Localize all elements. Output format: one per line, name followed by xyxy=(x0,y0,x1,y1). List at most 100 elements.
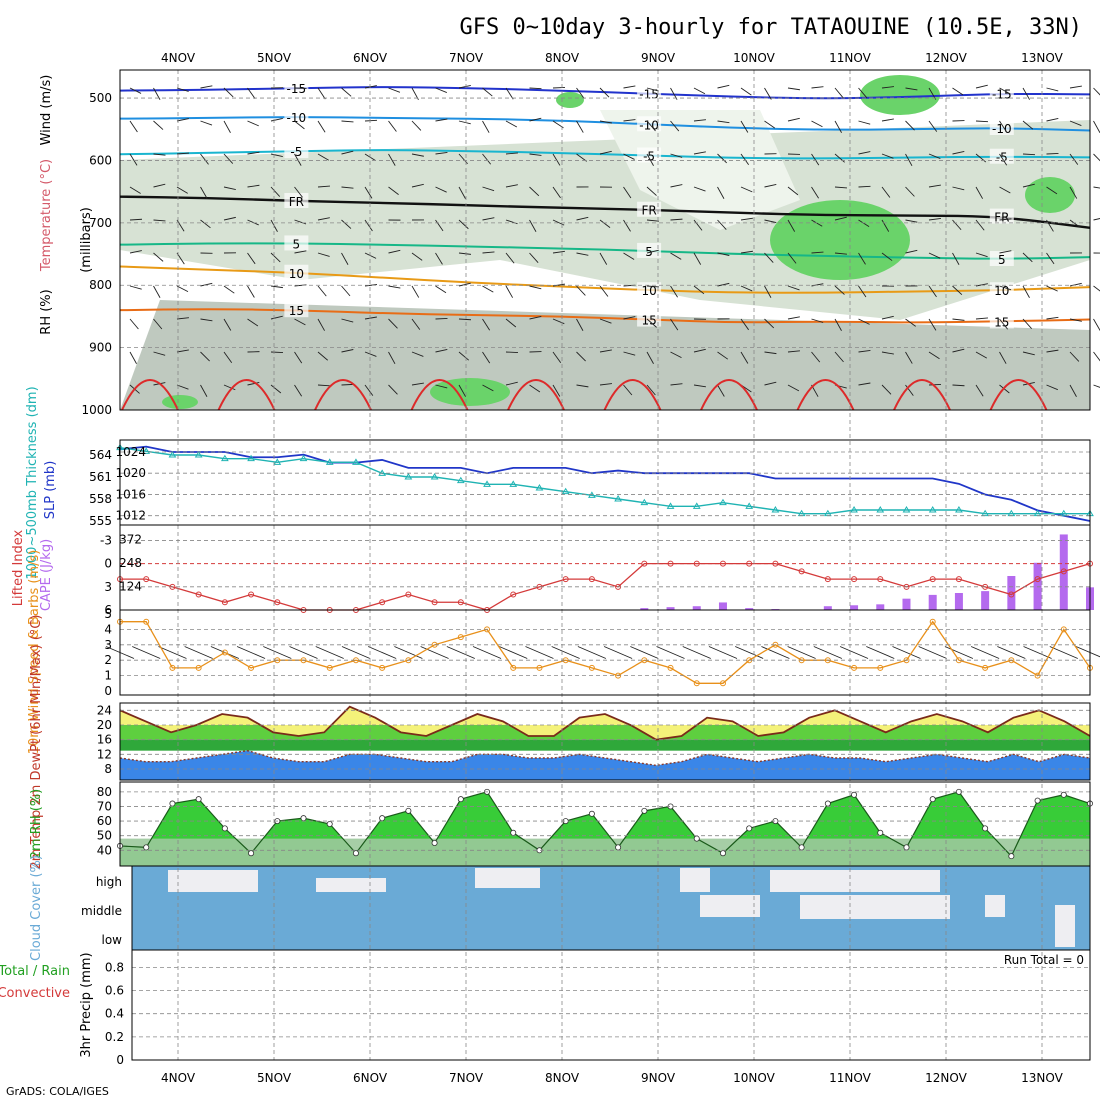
wind-barb xyxy=(623,316,636,320)
wind-barb xyxy=(1046,87,1059,92)
rh-moist-area xyxy=(1025,177,1075,213)
wind-barb xyxy=(1022,183,1035,188)
wind-barb xyxy=(341,219,352,229)
wind-barb xyxy=(646,249,659,254)
cloud-level-tick: middle xyxy=(81,904,122,918)
wind-barb xyxy=(341,120,354,123)
wind-barb xyxy=(928,153,941,160)
isotherm--15 xyxy=(119,86,1091,100)
wind-barb xyxy=(482,186,495,192)
wind-barb xyxy=(529,219,537,232)
isotherm-10 xyxy=(119,265,1091,294)
wind-barb xyxy=(435,252,443,265)
thickness-point xyxy=(745,502,754,509)
wind-barb xyxy=(176,285,189,293)
thickness-tick: 564 xyxy=(89,448,112,462)
isotherm-label: 5 xyxy=(998,253,1006,267)
slp-line xyxy=(119,445,1091,522)
rh-axis-label: RH (%) xyxy=(39,289,54,334)
wind-barb xyxy=(1069,351,1080,362)
rh2m-tick: 80 xyxy=(97,785,112,799)
wind-barb xyxy=(881,219,890,232)
rh2m-point xyxy=(746,825,753,832)
wind-barb xyxy=(364,119,378,122)
isotherm-label-bg xyxy=(989,282,1014,298)
wind-barb xyxy=(905,186,915,197)
pressure-tick: 1000 xyxy=(81,403,112,417)
wind-barb xyxy=(529,285,542,290)
x-tick-bottom: 12NOV xyxy=(925,1071,967,1085)
cloud-level-tick: high xyxy=(96,875,122,889)
wind-barb xyxy=(317,318,325,331)
lifted-index-point xyxy=(1008,591,1015,598)
wind-barb xyxy=(529,117,542,122)
wind-barb xyxy=(975,120,989,123)
thickness-point xyxy=(902,506,911,513)
lifted-index-point xyxy=(379,599,386,606)
footer-credit: GrADS: COLA/IGES xyxy=(6,1085,109,1098)
cape-bar xyxy=(1033,562,1042,610)
cloud-cover-block xyxy=(985,895,1005,917)
wind-barb xyxy=(270,285,283,289)
wind-barb xyxy=(740,186,753,193)
wind-barb xyxy=(576,285,586,296)
wind-barb xyxy=(200,384,208,397)
wind10-tick: 1 xyxy=(104,669,112,683)
wind-barb xyxy=(693,87,706,95)
lifted-index-point xyxy=(903,583,910,590)
wind-barb xyxy=(1022,252,1033,263)
wind-barb xyxy=(834,153,845,163)
rh2m-point xyxy=(1060,791,1067,798)
lifted-index-point xyxy=(641,560,648,567)
wind10-barb xyxy=(420,646,449,659)
isotherm-label-bg xyxy=(637,147,662,163)
wind-barb xyxy=(928,318,937,331)
wind-barb xyxy=(435,219,444,232)
wind-barb xyxy=(505,87,514,100)
wind-barb xyxy=(693,119,706,122)
wind-barb xyxy=(787,117,800,122)
wind-barb xyxy=(411,120,422,131)
rh2m-point xyxy=(248,850,255,857)
wind-barb xyxy=(341,349,354,353)
wind10-barb xyxy=(944,646,974,659)
wind-barb xyxy=(411,351,424,357)
isotherm-label: -5 xyxy=(643,149,655,163)
wind-barb xyxy=(411,318,421,330)
wind10-point xyxy=(169,664,176,671)
wind-barb xyxy=(623,384,633,396)
wind-barb xyxy=(341,150,354,155)
surface-isotherm xyxy=(796,379,855,411)
thickness-point xyxy=(404,473,413,480)
wind10-barb xyxy=(315,646,344,659)
slp-tick: 1020 xyxy=(115,466,146,480)
lifted-index-point xyxy=(719,560,726,567)
wind-barb xyxy=(670,318,679,331)
isotherm-label: 10 xyxy=(641,284,656,298)
wind-barb xyxy=(1022,285,1030,298)
wind-barb xyxy=(952,186,965,191)
x-tick-top: 6NOV xyxy=(353,51,388,65)
cape-bar xyxy=(640,608,649,610)
cape-bar xyxy=(876,604,885,610)
wind-barb xyxy=(764,120,776,129)
x-tick-top: 13NOV xyxy=(1021,51,1063,65)
wind-barb xyxy=(881,118,894,122)
wind10-barb xyxy=(918,646,947,659)
surface-isotherm xyxy=(893,379,951,411)
wind-barb xyxy=(1069,384,1077,397)
wind-barb xyxy=(1093,153,1100,162)
wind-barb xyxy=(1093,285,1100,292)
wind-barb xyxy=(599,219,611,229)
wind-barb xyxy=(223,351,233,363)
wind10-point xyxy=(510,664,517,671)
wind-barb xyxy=(176,118,189,122)
wind-barb xyxy=(435,285,447,294)
cloud-cover-block xyxy=(1055,905,1075,947)
panel-wind xyxy=(120,610,1090,695)
rh-moist-area xyxy=(860,75,940,115)
wind-barb xyxy=(1093,351,1100,362)
isotherm-label-bg xyxy=(637,201,662,217)
wind-barb xyxy=(482,120,490,133)
wind-barb xyxy=(505,351,519,354)
